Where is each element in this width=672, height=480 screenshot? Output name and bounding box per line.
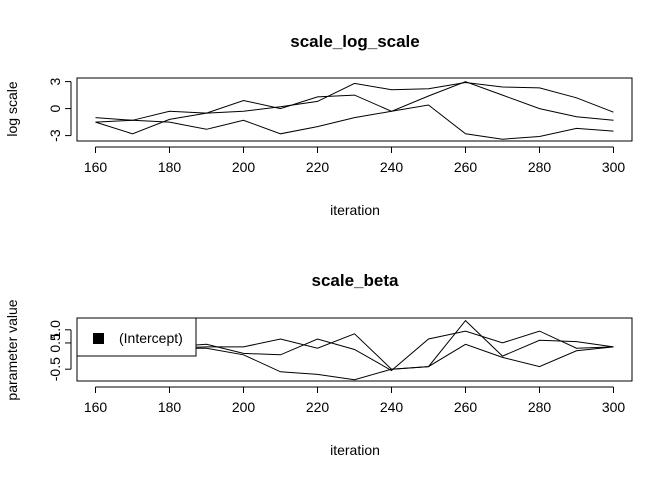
x-tick-label: 200 — [232, 159, 256, 175]
y-axis: -3 0 3 — [47, 77, 72, 142]
chart-title: scale_log_scale — [290, 32, 419, 51]
x-tick-label: 260 — [454, 159, 478, 175]
legend-entry-label: (Intercept) — [119, 330, 183, 346]
x-axis: 160 180 200 220 240 260 280 300 — [84, 386, 626, 415]
y-tick-label: 1.0 — [47, 320, 63, 340]
x-tick-label: 160 — [84, 159, 108, 175]
series-group — [95, 81, 614, 140]
y-tick-label: 0 — [47, 104, 63, 112]
y-tick-label: -3 — [47, 129, 63, 142]
x-tick-label: 240 — [380, 399, 404, 415]
y-tick-label: 0.5 — [47, 333, 63, 353]
x-axis-label: iteration — [330, 442, 380, 458]
legend: (Intercept) — [76, 317, 197, 357]
chart-title: scale_beta — [312, 271, 399, 290]
series-line-1 — [95, 104, 614, 140]
x-tick-label: 300 — [602, 159, 626, 175]
y-axis-label: log scale — [4, 81, 20, 136]
x-tick-label: 180 — [158, 399, 182, 415]
x-tick-label: 280 — [528, 399, 552, 415]
x-tick-label: 280 — [528, 159, 552, 175]
x-axis-label: iteration — [330, 202, 380, 218]
panel-scale-log-scale: scale_log_scale 160 180 200 220 240 260 280 300… — [4, 32, 633, 218]
y-axis: -0.5 0.51.0 — [47, 320, 72, 381]
panel-scale-beta: scale_beta 160 180 200 220 240 260 280 300 -0.5… — [4, 271, 633, 458]
x-tick-label: 160 — [84, 399, 108, 415]
y-tick-label: -0.5 — [47, 357, 63, 381]
x-tick-label: 240 — [380, 159, 404, 175]
x-tick-label: 180 — [158, 159, 182, 175]
series-line-2 — [95, 81, 614, 121]
x-tick-label: 300 — [602, 399, 626, 415]
x-axis: 160 180 200 220 240 260 280 300 — [84, 146, 626, 175]
y-axis-label: parameter value — [4, 299, 20, 400]
x-tick-label: 220 — [306, 399, 330, 415]
legend-swatch — [93, 333, 104, 344]
y-tick-label: 3 — [47, 77, 63, 85]
plot-frame — [76, 77, 633, 142]
x-tick-label: 260 — [454, 399, 478, 415]
series-line-3 — [95, 81, 614, 135]
x-tick-label: 220 — [306, 159, 330, 175]
x-tick-label: 200 — [232, 399, 256, 415]
